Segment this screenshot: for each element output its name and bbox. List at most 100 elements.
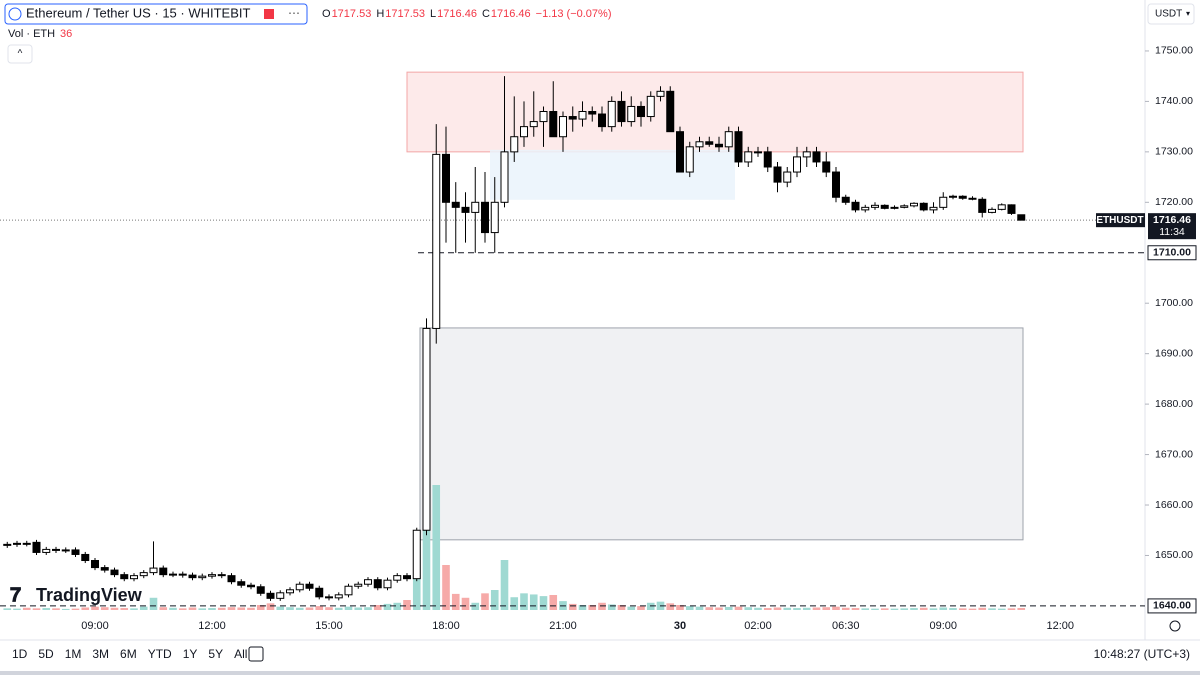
x-tick-label: 21:00	[549, 620, 577, 632]
volume-bar	[958, 608, 967, 610]
candle-body	[500, 151, 509, 203]
timeframe-button[interactable]: 6M	[120, 647, 137, 661]
candle-body	[900, 205, 909, 208]
candle-body	[958, 195, 967, 199]
candle-body	[520, 126, 528, 138]
candle-body	[110, 569, 119, 576]
volume-bar	[32, 608, 41, 610]
candle-body	[344, 585, 353, 596]
candle-body	[919, 202, 928, 211]
volume-bar	[734, 606, 743, 610]
candle-body	[490, 201, 499, 234]
volume-bar	[169, 607, 177, 610]
volume-bar	[52, 608, 60, 610]
candle-body	[559, 116, 567, 138]
candle-body	[588, 110, 597, 115]
volume-bar	[451, 593, 460, 610]
candle-body	[286, 589, 294, 594]
candle-body	[227, 575, 236, 583]
volume-bar	[841, 607, 850, 610]
volume-bar	[500, 560, 509, 610]
date-range-icon[interactable]	[248, 646, 264, 662]
price-tag-value: 1716.46	[1153, 214, 1191, 226]
candle-body	[3, 543, 12, 546]
dots[interactable]: ⋯	[288, 6, 300, 20]
candle-body	[188, 574, 197, 579]
volume-bar	[510, 597, 519, 610]
volume-bar	[208, 608, 216, 610]
volume-bar	[793, 608, 801, 610]
volume-bar	[900, 608, 909, 610]
volume-bar	[871, 608, 879, 610]
legend-key: L	[430, 8, 436, 20]
candle-body	[130, 575, 138, 580]
timeframe-button[interactable]: 1D	[12, 647, 28, 661]
volume-bar	[744, 607, 753, 610]
timeframe-button[interactable]: 5D	[38, 647, 54, 661]
volume-bar	[412, 575, 421, 610]
currency-box[interactable]	[1147, 3, 1195, 25]
level-tag	[1147, 245, 1197, 261]
volume-bar	[832, 606, 840, 610]
candle-body	[890, 206, 899, 209]
volume-bar	[149, 597, 158, 610]
symbol-box[interactable]	[4, 3, 308, 25]
collapse-button[interactable]	[7, 44, 33, 64]
candle-body	[598, 113, 606, 128]
volume-bar	[949, 608, 957, 610]
collapse-icon: ^	[18, 49, 23, 60]
candle-body	[91, 560, 99, 569]
volume-bar	[334, 607, 343, 610]
volume-bar	[978, 607, 987, 610]
volume-bar	[100, 607, 109, 610]
candle-body	[705, 141, 714, 145]
currency: USDT	[1155, 9, 1182, 20]
volume-bar	[403, 600, 411, 610]
volume-bar	[3, 608, 12, 610]
candle-body	[871, 204, 879, 208]
candle-body	[549, 110, 558, 138]
logo-mark: 𝟕	[10, 584, 21, 606]
timeframe-button[interactable]: 1Y	[183, 647, 198, 661]
timeframe-button[interactable]: 5Y	[208, 647, 223, 661]
candle-body	[422, 327, 431, 531]
level-label: 1640.00	[1153, 600, 1191, 612]
candle-body	[71, 549, 80, 555]
timeframe-button[interactable]: 3M	[92, 647, 109, 661]
candle-body	[861, 206, 870, 211]
timeframe-button[interactable]: All	[234, 647, 247, 661]
volume-bar	[373, 605, 382, 610]
y-tick-label: 1720.00	[1155, 196, 1193, 208]
candle-body	[529, 121, 538, 128]
x-tick-label: 15:00	[315, 620, 343, 632]
volume-bar	[578, 605, 587, 610]
candle-body	[159, 567, 168, 576]
volume-bar	[919, 607, 928, 610]
candle-body	[978, 198, 987, 213]
candle-body	[120, 574, 129, 580]
candle-body	[773, 166, 782, 183]
candle-body	[988, 208, 996, 213]
volume-bar	[890, 608, 899, 610]
volume-bar	[549, 595, 558, 610]
settings-icon[interactable]	[1169, 620, 1181, 632]
y-tick-label: 1750.00	[1155, 45, 1193, 57]
candle-body	[42, 548, 51, 553]
x-tick-label: 02:00	[744, 620, 772, 632]
x-tick-label: 09:00	[81, 620, 109, 632]
volume-bar	[861, 608, 870, 610]
volume-bar	[568, 603, 577, 610]
candle-body	[841, 196, 850, 203]
timeframe-button[interactable]: 1M	[65, 647, 82, 661]
volume-bar	[325, 607, 333, 610]
timeframe-button[interactable]: YTD	[148, 647, 172, 661]
candle-body	[13, 542, 21, 545]
flag[interactable]	[264, 9, 274, 19]
candle-body	[695, 141, 704, 148]
volume-bar	[783, 607, 792, 610]
candle-body	[1007, 204, 1016, 214]
volume-bar	[383, 603, 392, 610]
candle-body	[715, 143, 723, 148]
candle-body	[763, 151, 772, 168]
